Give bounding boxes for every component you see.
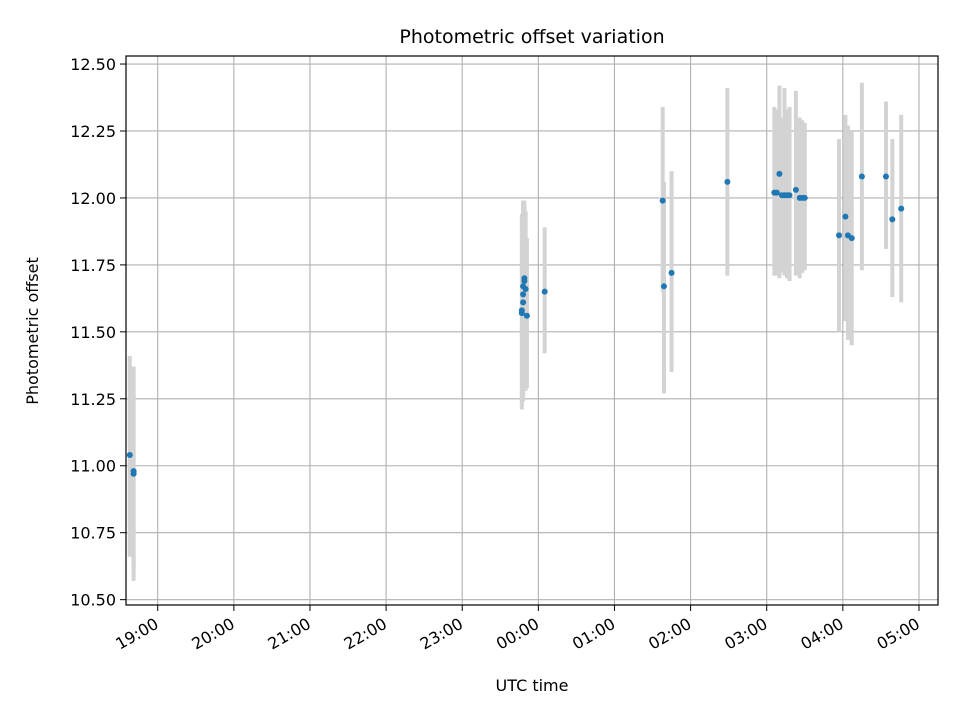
- data-point: [724, 178, 731, 185]
- data-point: [858, 173, 865, 180]
- y-axis: 10.50 10.75 11.00 11.25 11.50 11.75 12.00 12.25…: [70, 55, 126, 610]
- data-point: [518, 307, 525, 314]
- data-point: [776, 170, 783, 177]
- x-axis-title: UTC time: [496, 676, 569, 695]
- data-point: [889, 216, 896, 223]
- data-point: [792, 186, 799, 193]
- data-point: [522, 285, 529, 292]
- y-tick-label: 12.00: [70, 189, 116, 208]
- data-point: [130, 468, 137, 475]
- data-point: [801, 194, 808, 201]
- y-axis-title: Photometric offset: [23, 257, 42, 405]
- data-point: [836, 232, 843, 239]
- y-tick-label: 12.25: [70, 122, 116, 141]
- data-point: [773, 189, 780, 196]
- chart-title: Photometric offset variation: [399, 26, 664, 48]
- grid: [126, 56, 938, 605]
- data-point: [126, 452, 133, 459]
- data-point: [848, 235, 855, 242]
- data-point: [520, 299, 527, 306]
- plot-frame: [125, 55, 939, 606]
- data-point: [521, 275, 528, 282]
- data-point: [786, 192, 793, 199]
- data-point: [523, 312, 530, 319]
- data-point: [541, 288, 548, 295]
- data-point: [520, 291, 527, 298]
- y-tick-label: 11.50: [70, 323, 116, 342]
- data-point: [842, 213, 849, 220]
- data-point: [660, 283, 667, 290]
- data-point: [668, 269, 675, 276]
- y-tick-label: 11.25: [70, 390, 116, 409]
- y-tick-label: 11.75: [70, 256, 116, 275]
- y-tick-label: 11.00: [70, 457, 116, 476]
- data-point: [898, 205, 905, 212]
- y-tick-label: 10.50: [70, 591, 116, 610]
- data-point: [659, 197, 666, 204]
- y-tick-label: 10.75: [70, 524, 116, 543]
- data-point: [882, 173, 889, 180]
- points: [126, 170, 905, 477]
- y-tick-label: 12.50: [70, 55, 116, 74]
